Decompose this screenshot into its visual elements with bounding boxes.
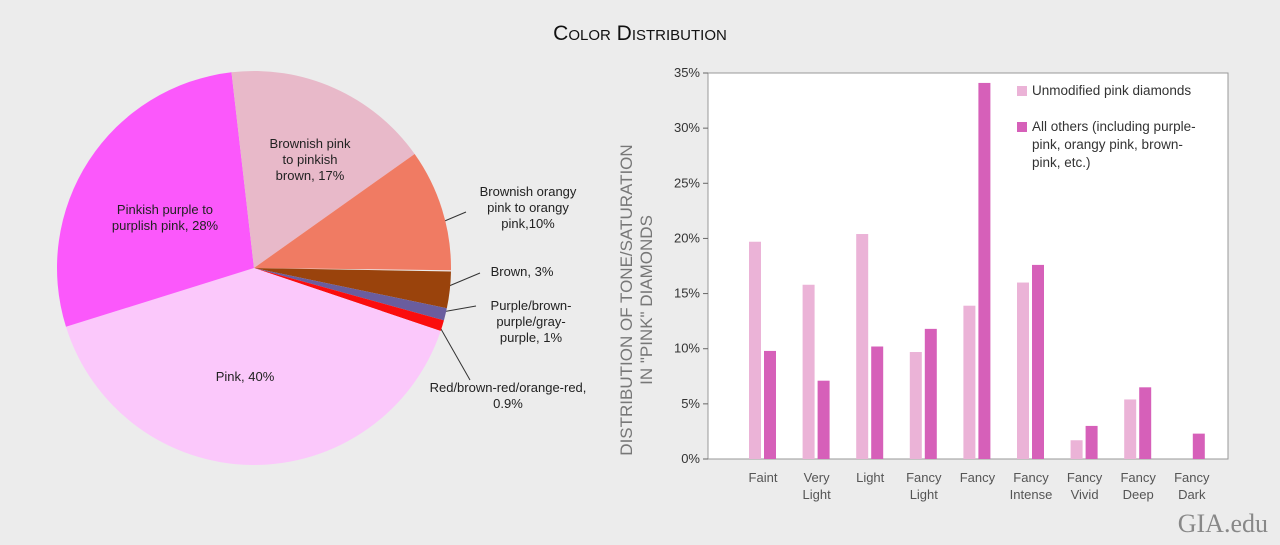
slice-label: Pinkish purple to purplish pink, 28% [111,202,219,233]
x-tick-label: Fancy Dark [1174,470,1210,502]
leader-line [448,272,481,287]
x-tick-label: Fancy Light [906,470,942,502]
bar [963,305,976,459]
slice-label: Pink, 40% [215,369,275,384]
bar [1124,399,1137,459]
x-tick-label: Fancy Intense [1009,470,1053,502]
bar [909,352,922,459]
y-tick-label: 15% [674,286,700,301]
pie-slice [254,268,447,321]
bar [871,346,884,459]
bar [1017,282,1029,459]
bar [924,328,937,459]
pie-slice [254,268,451,309]
bar [764,350,776,459]
x-tick-label: Faint [748,470,778,485]
leader-line [441,305,477,313]
x-tick-label: Fancy Vivid [1066,470,1103,502]
y-tick-label: 35% [674,65,700,80]
slice-label: Red/brown-red/orange-red, 0.9% [429,380,587,411]
bar [817,380,830,459]
y-tick-label: 5% [681,396,700,411]
bar [802,284,815,459]
pie-slice [254,268,444,331]
slice-label: Brown, 3% [490,264,554,279]
bar [856,234,869,459]
legend-label: Unmodified pink diamonds [1032,83,1192,98]
y-tick-label: 0% [681,451,700,466]
leader-line [436,321,471,381]
title: Color Distribution [553,22,727,45]
bar [978,82,991,459]
pie-slice [56,72,254,327]
x-tick-label: Fancy [959,470,996,485]
bar [1139,387,1152,459]
bar [1192,433,1205,459]
watermark: GIA.edu [1177,509,1268,538]
x-tick-label: Very Light [802,470,831,502]
legend-label: All others (including purple- pink, oran… [1032,119,1196,170]
slice-label: Purple/brown- purple/gray- purple, 1% [490,298,572,345]
y-axis-label: DISTRIBUTION OF TONE/SATURATION IN "PINK… [617,144,656,456]
slice-label: Brownish pink to pinkish brown, 17% [269,136,351,183]
x-tick-label: Fancy Deep [1120,470,1156,502]
slice-label: Brownish orangy pink to orangy pink,10% [479,184,577,231]
y-tick-label: 20% [674,230,700,245]
y-tick-label: 30% [674,120,700,135]
x-tick-label: Light [856,470,885,485]
pie-slice [254,153,451,271]
y-tick-label: 10% [674,341,700,356]
pie-slice [231,70,415,268]
legend-swatch [1017,122,1027,132]
bar [749,241,761,459]
bar [1032,264,1044,459]
y-tick-label: 25% [674,175,700,190]
bar [1070,440,1083,459]
pie-slice [65,268,441,465]
legend-swatch [1017,86,1027,96]
bar [1085,425,1098,459]
